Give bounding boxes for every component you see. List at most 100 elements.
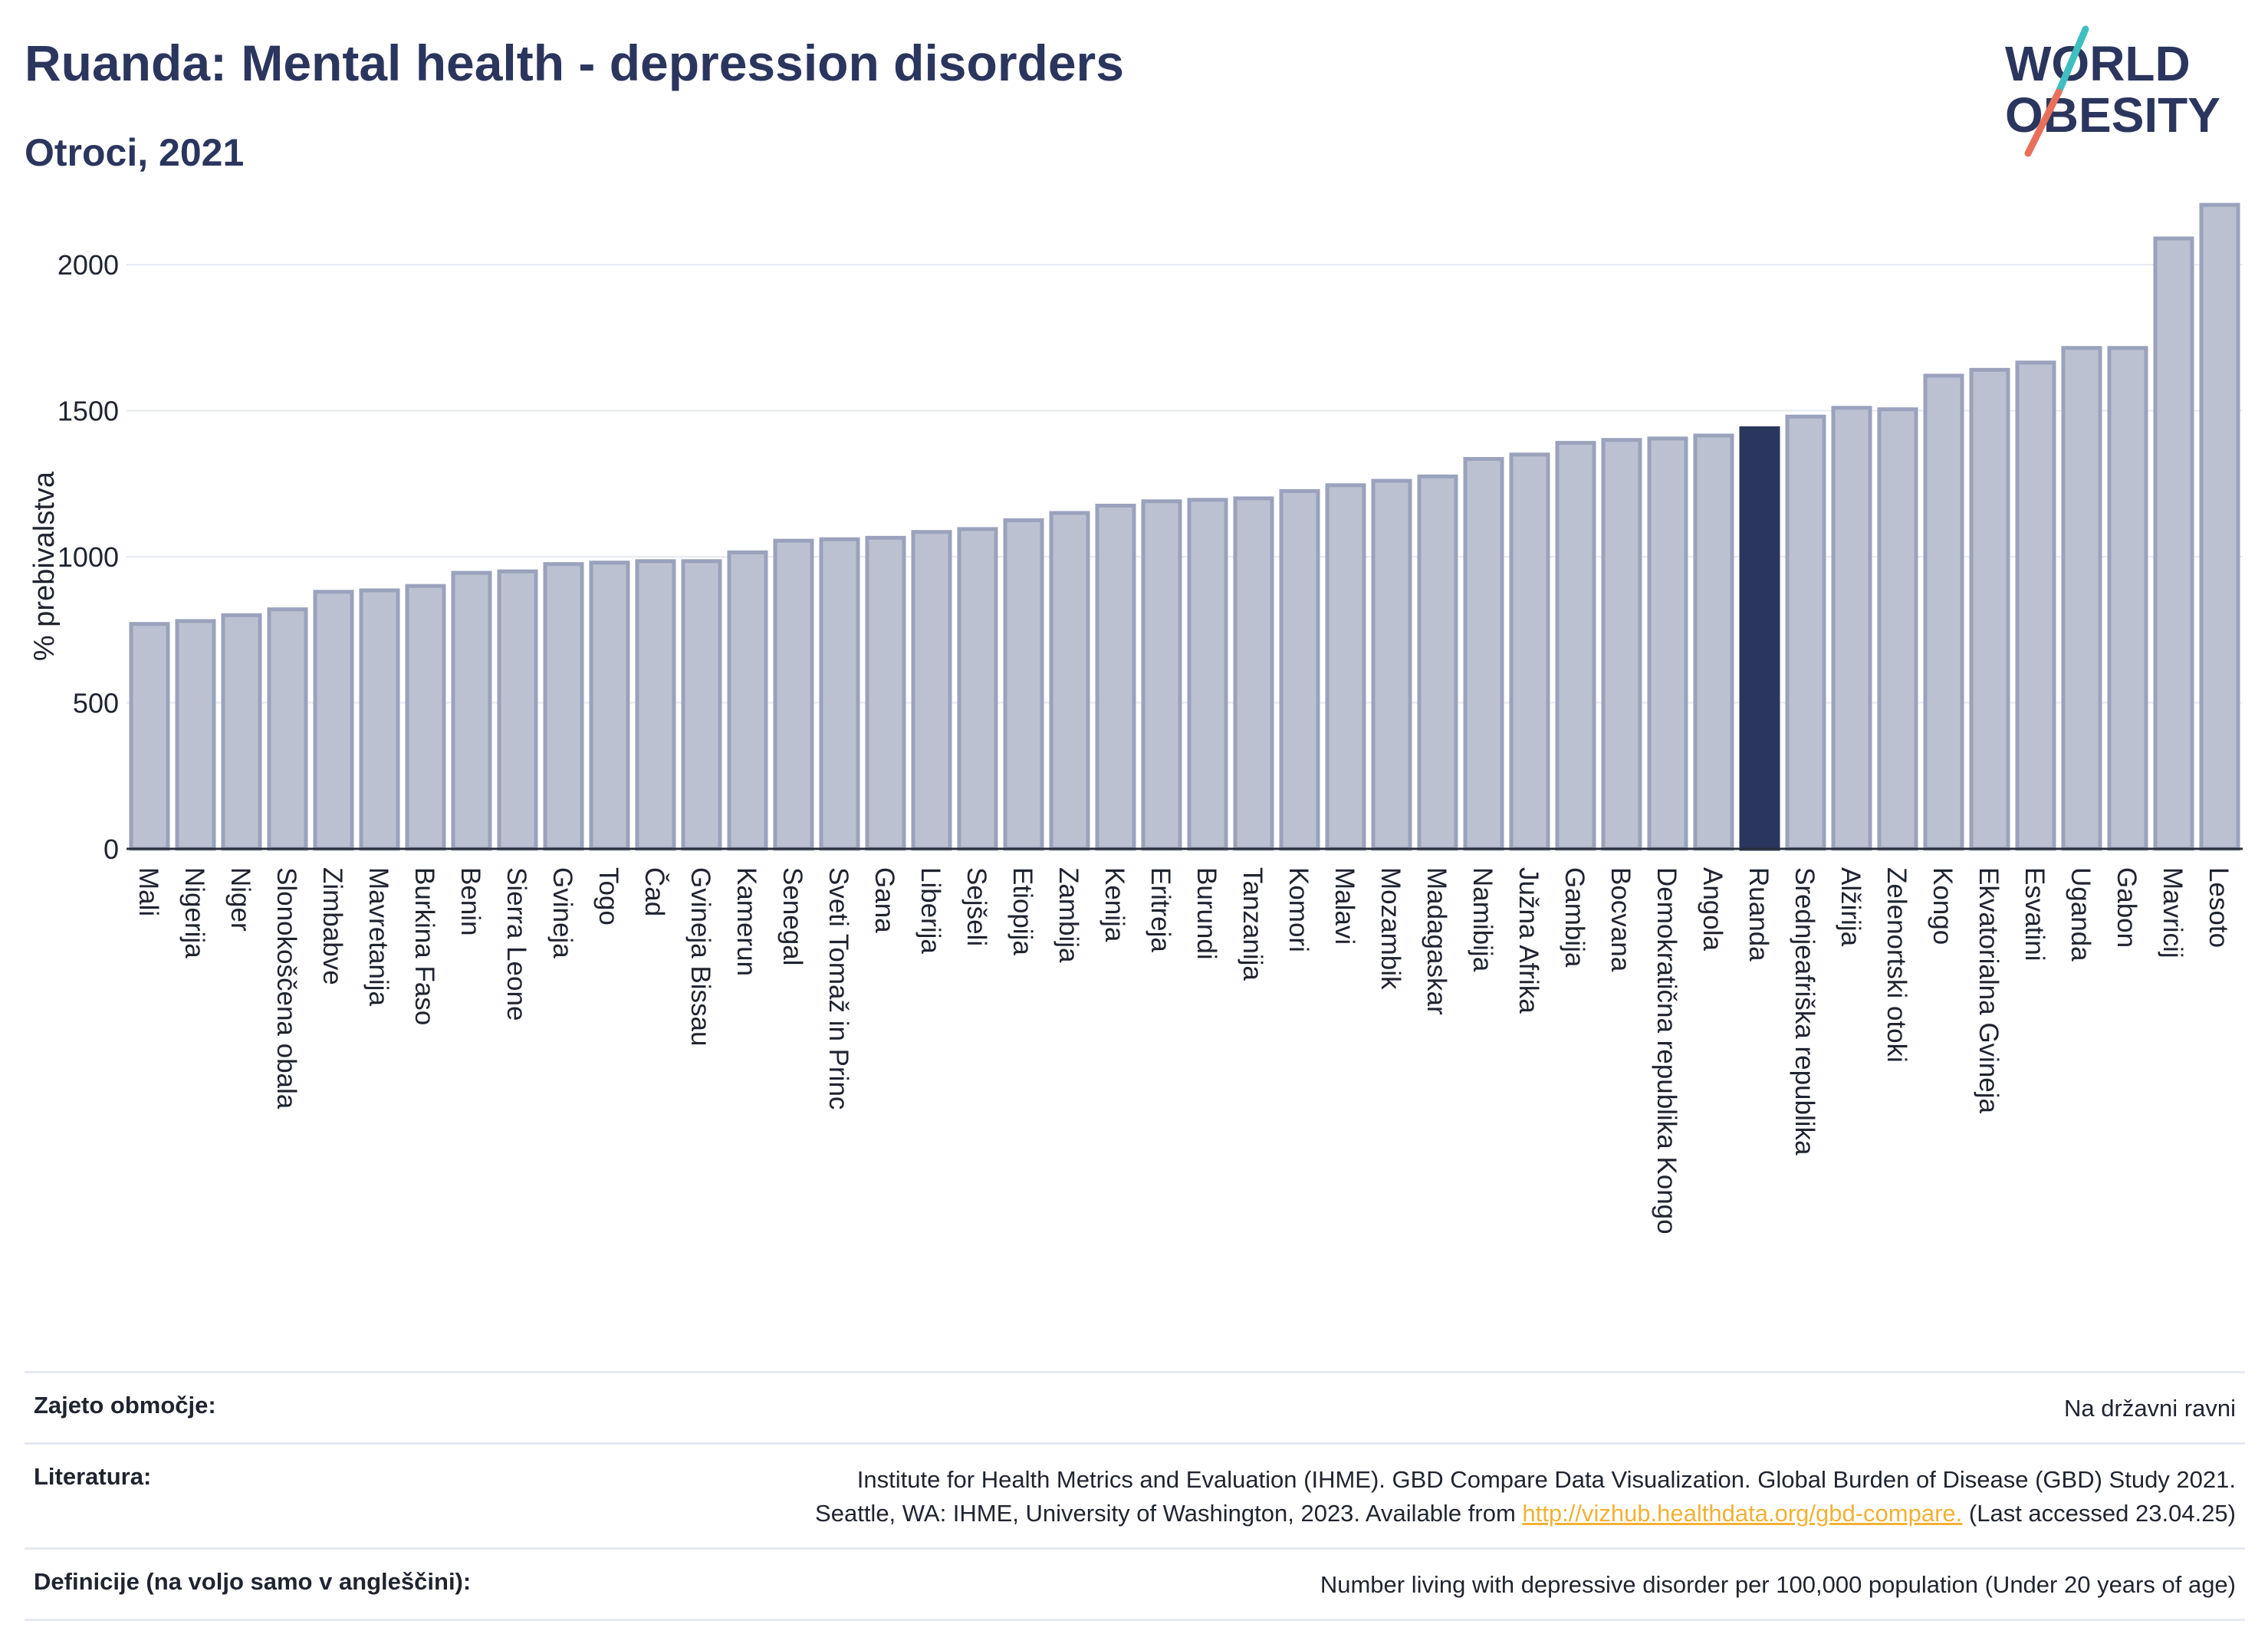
bar-uganda[interactable]	[2061, 346, 2102, 851]
bar-južna-afrika[interactable]	[1509, 452, 1550, 851]
bar-demokratična-republika-kongo[interactable]	[1647, 436, 1688, 851]
bar-gvineja[interactable]	[543, 562, 584, 851]
bar-esvatini[interactable]	[2015, 360, 2056, 851]
bar-ekvatorialna-gvineja[interactable]	[1969, 367, 2010, 851]
bar-burkina-faso[interactable]	[405, 584, 446, 851]
logo-slash-coral	[2024, 88, 2063, 157]
world-obesity-logo: WORLD OBESITY	[2005, 25, 2220, 157]
bar-sejšeli[interactable]	[957, 527, 998, 851]
y-axis-label: % prebivalstva	[28, 471, 61, 661]
bar-kenija[interactable]	[1095, 503, 1136, 851]
bar-etiopija[interactable]	[1003, 518, 1044, 851]
x-tick-label: Madagaskar	[1422, 867, 1451, 1015]
y-tick-label: 500	[73, 688, 119, 719]
x-tick-label: Sierra Leone	[501, 867, 531, 1021]
bar-mavretanija[interactable]	[359, 588, 400, 851]
x-tick-label: Burkina Faso	[409, 867, 439, 1025]
literature-link[interactable]: http://vizhub.healthdata.org/gbd-compare…	[1522, 1500, 1963, 1527]
x-tick-label: Kamerun	[731, 867, 761, 976]
bar-ruanda[interactable]	[1739, 426, 1780, 851]
x-tick-label: Gana	[869, 867, 899, 933]
x-tick-label: Zimbabve	[317, 867, 347, 985]
coverage-label: Zajeto območje:	[34, 1392, 216, 1419]
bar-togo[interactable]	[589, 561, 630, 851]
chart-title: Ruanda: Mental health - depression disor…	[25, 35, 1124, 91]
bar-kamerun[interactable]	[727, 550, 768, 851]
x-tick-label: Mali	[133, 867, 163, 916]
x-tick-label: Esvatini	[2020, 867, 2049, 962]
bar-senegal[interactable]	[773, 538, 814, 851]
bar-lesoto[interactable]	[2199, 202, 2240, 851]
x-tick-label: Kongo	[1928, 867, 1957, 945]
literature-line-2-pre: Seattle, WA: IHME, University of Washing…	[815, 1500, 1523, 1527]
x-tick-label: Mavretanija	[363, 867, 393, 1006]
x-tick-label: Sejšeli	[961, 867, 991, 946]
y-tick-label: 1500	[58, 396, 119, 427]
x-tick-label: Liberija	[915, 867, 945, 954]
x-tick-label: Zelenortski otoki	[1882, 867, 1911, 1063]
bar-bocvana[interactable]	[1601, 438, 1642, 851]
x-tick-label: Etiopija	[1007, 867, 1037, 955]
bar-tanzanija[interactable]	[1233, 496, 1274, 851]
logo-slash-teal	[2055, 25, 2089, 96]
bar-sveti-tomaž-in-princ[interactable]	[819, 537, 860, 851]
bar-angola[interactable]	[1693, 433, 1734, 851]
x-tick-label: Južna Afrika	[1514, 867, 1543, 1014]
bar-malavi[interactable]	[1325, 483, 1366, 851]
bar-čad[interactable]	[635, 559, 676, 851]
x-tick-label: Gambija	[1560, 867, 1589, 968]
bar-mozambik[interactable]	[1371, 478, 1412, 851]
bar-gana[interactable]	[865, 535, 906, 851]
definition-label: Definicije (na voljo samo v angleščini):	[34, 1568, 472, 1595]
bar-gambija[interactable]	[1555, 441, 1596, 851]
bar-zelenortski-otoki[interactable]	[1877, 407, 1918, 851]
x-tick-label: Namibija	[1468, 867, 1497, 972]
x-tick-label: Ruanda	[1744, 867, 1773, 962]
y-tick-label: 1000	[58, 541, 119, 573]
x-tick-label: Gvineja Bissau	[685, 867, 715, 1046]
bar-niger[interactable]	[221, 613, 262, 851]
x-tick-label: Slonokoščena obala	[271, 867, 301, 1110]
coverage-value: Na državni ravni	[2064, 1395, 2236, 1422]
bar-mali[interactable]	[129, 622, 170, 851]
x-tick-label: Zambija	[1053, 867, 1083, 963]
bar-burundi[interactable]	[1187, 498, 1228, 851]
y-tick-label: 2000	[58, 249, 119, 281]
x-tick-label: Gvineja	[547, 867, 577, 958]
x-tick-label: Ekvatorialna Gvineja	[1974, 867, 2003, 1114]
x-tick-label: Lesoto	[2204, 867, 2233, 948]
x-tick-label: Mozambik	[1376, 867, 1405, 990]
x-tick-label: Čad	[639, 867, 669, 916]
y-axis-ticks: 0 500 1000 1500 2000	[58, 249, 119, 865]
x-tick-label: Mavricij	[2158, 867, 2187, 958]
literature-row: Literatura: Institute for Health Metrics…	[25, 1445, 2245, 1550]
bar-chart: 0 500 1000 1500 2000 Mali Nigerija Niger Slonok…	[28, 202, 2243, 1235]
literature-value: Institute for Health Metrics and Evaluat…	[815, 1463, 2236, 1530]
bar-kongo[interactable]	[1923, 373, 1964, 851]
x-tick-label: Burundi	[1192, 867, 1221, 960]
chart-subtitle: Otroci, 2021	[25, 131, 245, 174]
bar-namibija[interactable]	[1463, 457, 1504, 851]
bar-eritreja[interactable]	[1141, 499, 1182, 851]
x-axis-ticks: Mali Nigerija Niger Slonokoščena obala Zimba…	[133, 867, 2233, 1235]
bar-zambija[interactable]	[1049, 511, 1090, 851]
bar-alžirija[interactable]	[1831, 406, 1872, 851]
bar-madagaskar[interactable]	[1417, 474, 1458, 851]
x-tick-label: Bocvana	[1606, 867, 1635, 972]
bar-komori[interactable]	[1279, 488, 1320, 851]
bar-srednjeafriška-republika[interactable]	[1785, 414, 1826, 851]
x-tick-label: Sveti Tomaž in Princ	[823, 867, 853, 1110]
bar-nigerija[interactable]	[175, 619, 216, 851]
bar-slonokoščena-obala[interactable]	[267, 607, 308, 851]
bar-liberija[interactable]	[911, 530, 952, 851]
bar-gvineja-bissau[interactable]	[681, 559, 722, 851]
bar-benin[interactable]	[451, 570, 492, 851]
coverage-row: Zajeto območje: Na državni ravni	[25, 1371, 2245, 1445]
bar-sierra-leone[interactable]	[497, 569, 538, 851]
x-tick-label: Senegal	[777, 867, 807, 965]
x-tick-label: Tanzanija	[1238, 867, 1267, 981]
bar-gabon[interactable]	[2107, 346, 2148, 851]
definition-value: Number living with depressive disorder p…	[1320, 1571, 2236, 1598]
bar-zimbabve[interactable]	[313, 590, 354, 851]
bar-mavricij[interactable]	[2153, 236, 2194, 851]
